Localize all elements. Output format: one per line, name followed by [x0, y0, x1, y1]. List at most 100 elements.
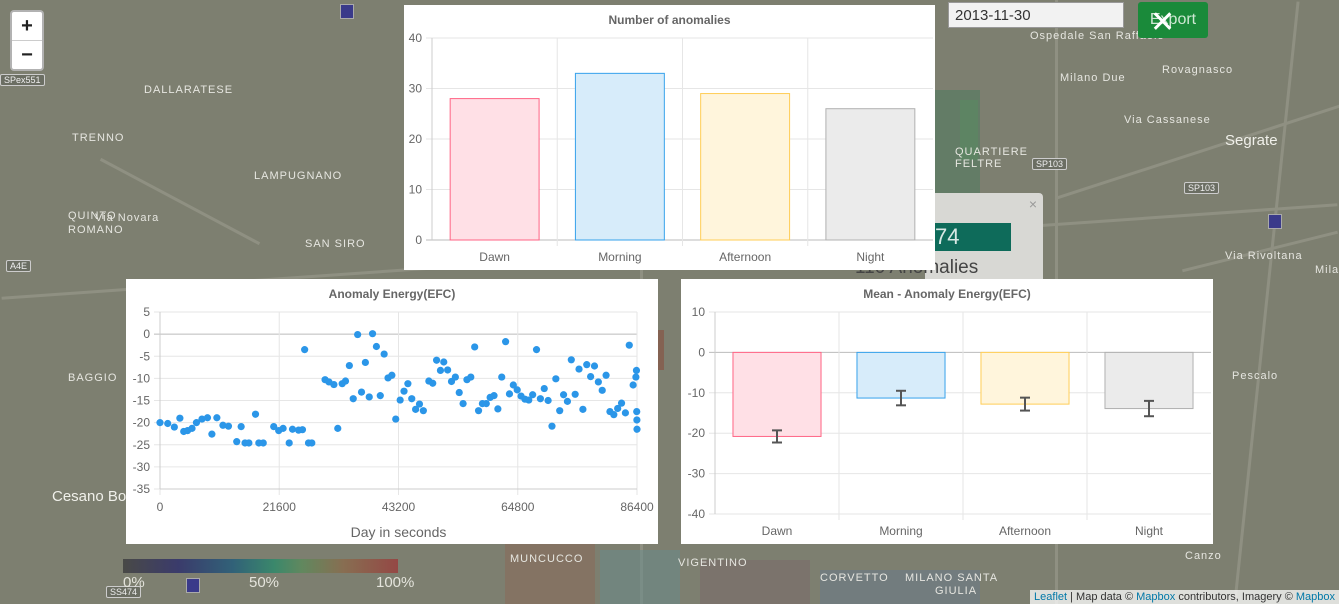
data-point — [380, 350, 388, 358]
data-point — [279, 424, 287, 432]
data-point — [164, 419, 172, 428]
data-point — [365, 393, 373, 401]
map-place-label: Mila — [1315, 264, 1339, 276]
bar — [980, 351, 1070, 405]
data-point — [544, 396, 552, 405]
bar — [449, 98, 540, 241]
data-point — [629, 381, 637, 389]
y-tick-label: 0 — [415, 233, 422, 247]
data-point — [459, 399, 467, 408]
data-point — [536, 395, 544, 403]
data-point — [301, 346, 309, 354]
data-point — [529, 391, 537, 399]
data-point — [233, 438, 241, 446]
data-point — [288, 425, 297, 433]
y-tick-label: -15 — [133, 394, 151, 408]
y-tick-label: -35 — [133, 482, 151, 496]
data-point — [188, 424, 196, 432]
map-place-label: DALLARATESE — [144, 84, 234, 96]
y-tick-label: -30 — [133, 460, 151, 474]
data-point — [505, 390, 514, 398]
data-point — [308, 439, 316, 447]
data-point — [548, 422, 556, 430]
data-point — [408, 395, 416, 403]
data-point — [587, 373, 595, 381]
data-point — [259, 439, 267, 447]
data-point — [237, 423, 245, 431]
map-place-label: GIULIA — [935, 585, 978, 597]
map-city-label: Segrate — [1225, 132, 1278, 149]
close-icon[interactable]: ✕ — [1150, 6, 1176, 39]
data-point — [494, 405, 502, 413]
data-point — [498, 373, 506, 381]
map-pin-icon — [340, 4, 354, 19]
legend-mid-label: 50% — [249, 574, 280, 591]
map-place-label: MUNCUCCO — [510, 553, 584, 565]
export-button[interactable]: Export — [1138, 2, 1208, 38]
x-tick-label: Night — [856, 250, 885, 264]
data-point — [388, 371, 396, 379]
map-place-label: QUARTIERE — [955, 146, 1028, 158]
leaflet-link[interactable]: Leaflet — [1034, 591, 1068, 603]
data-point — [567, 356, 575, 364]
data-point — [444, 366, 452, 374]
chart-title: Mean - Anomaly Energy(EFC) — [863, 287, 1031, 301]
map-place-label: MILANO SANTA — [905, 572, 999, 584]
road-shield-label: SS474 — [106, 586, 142, 598]
x-tick-label: Morning — [879, 524, 922, 538]
color-scale-bar — [123, 559, 398, 573]
map-place-label: Canzo — [1185, 550, 1222, 562]
data-point — [176, 414, 184, 422]
map-place-label: Ospedale San Raffaele — [1030, 30, 1165, 42]
mapbox-link[interactable]: Mapbox — [1136, 591, 1176, 603]
bar — [700, 93, 791, 241]
data-point — [482, 399, 490, 408]
data-point — [357, 388, 366, 396]
date-input[interactable] — [948, 2, 1124, 28]
map-place-label: FELTRE — [955, 158, 1003, 170]
map-pin-icon — [186, 578, 200, 593]
popup-close-icon[interactable]: × — [1028, 196, 1037, 212]
x-tick-label: 21600 — [263, 500, 297, 514]
data-point — [404, 380, 412, 388]
y-tick-label: 10 — [409, 183, 423, 197]
mean-anomaly-energy-chart: Mean - Anomaly Energy(EFC) 10 0 -10 -20 -30 -4… — [681, 279, 1213, 544]
road-shield-label: SP103 — [1184, 182, 1220, 194]
map-pin-icon — [1268, 214, 1282, 229]
data-point — [513, 386, 521, 394]
road-shield-label: A4E — [6, 260, 32, 272]
map-place-label: Via Novara — [95, 212, 160, 224]
data-point — [633, 425, 641, 433]
x-tick-label: Night — [1135, 524, 1164, 538]
y-tick-label: 10 — [692, 305, 706, 319]
data-point — [602, 371, 610, 379]
zoom-out-button[interactable]: − — [12, 40, 42, 69]
data-point — [334, 424, 342, 432]
data-point — [502, 338, 510, 346]
y-tick-label: -20 — [133, 416, 151, 430]
x-tick-label: 86400 — [620, 500, 654, 514]
data-point — [432, 356, 441, 364]
data-point — [598, 386, 606, 394]
data-point — [419, 407, 427, 415]
data-point — [392, 415, 400, 423]
data-point — [270, 423, 278, 431]
data-point — [368, 330, 377, 338]
data-point — [525, 396, 533, 404]
data-point — [436, 366, 445, 375]
data-point — [563, 397, 572, 405]
bar — [825, 108, 916, 241]
data-point — [192, 419, 201, 427]
data-point — [440, 358, 448, 366]
map-place-label: SAN SIRO — [305, 238, 366, 250]
data-point — [556, 407, 564, 415]
data-point — [583, 361, 591, 369]
data-point — [474, 407, 483, 415]
data-point — [203, 414, 212, 422]
data-point — [509, 381, 517, 389]
mapbox-link[interactable]: Mapbox — [1295, 591, 1335, 603]
data-point — [490, 392, 498, 400]
y-tick-label: 40 — [409, 31, 423, 45]
zoom-in-button[interactable]: + — [21, 15, 33, 37]
attribution-text: | Map data © — [1067, 591, 1137, 603]
